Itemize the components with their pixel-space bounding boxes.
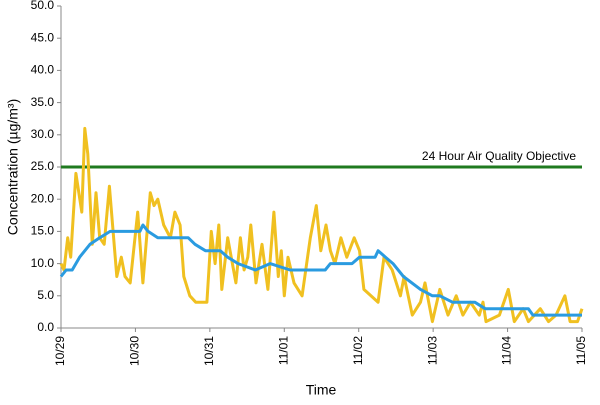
y-tick-label: 0.0 (37, 320, 54, 334)
x-tick-label: 10/31 (202, 336, 216, 366)
y-tick-label: 15.0 (31, 224, 55, 238)
x-tick-label: 10/30 (128, 336, 142, 366)
y-tick-label: 30.0 (31, 127, 55, 141)
x-tick-label: 11/02 (351, 336, 365, 365)
series-line (59, 223, 582, 317)
y-axis-label: Concentration (µg/m³) (5, 99, 21, 235)
y-tick-label: 35.0 (31, 95, 55, 109)
x-tick-label: 11/03 (425, 336, 439, 365)
x-tick-label: 11/04 (500, 336, 514, 365)
y-tick-label: 50.0 (31, 0, 55, 12)
reference-label: 24 Hour Air Quality Objective (422, 149, 576, 163)
y-tick-label: 20.0 (31, 191, 55, 205)
y-tick-label: 25.0 (31, 159, 55, 173)
y-tick-label: 5.0 (37, 288, 54, 302)
y-tick-label: 45.0 (31, 30, 55, 44)
x-tick-label: 10/29 (53, 336, 67, 366)
x-tick-label: 11/05 (574, 336, 588, 365)
x-axis-label: Time (306, 382, 337, 398)
y-tick-label: 10.0 (31, 256, 55, 270)
y-tick-label: 40.0 (31, 63, 55, 77)
x-tick-label: 11/01 (276, 336, 290, 365)
